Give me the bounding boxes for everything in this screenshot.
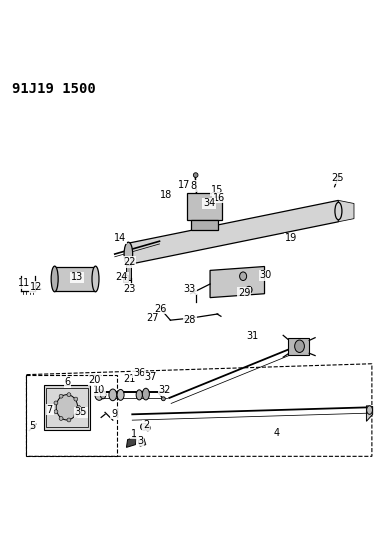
Ellipse shape bbox=[246, 286, 252, 293]
Ellipse shape bbox=[51, 266, 58, 292]
Polygon shape bbox=[126, 437, 137, 447]
Bar bbox=[288, 338, 309, 355]
Text: 27: 27 bbox=[147, 313, 159, 323]
Ellipse shape bbox=[59, 416, 63, 421]
Polygon shape bbox=[128, 200, 338, 264]
Polygon shape bbox=[187, 192, 222, 220]
Text: 28: 28 bbox=[184, 315, 196, 325]
Text: 9: 9 bbox=[111, 408, 117, 418]
Text: 29: 29 bbox=[238, 288, 251, 298]
Ellipse shape bbox=[240, 272, 247, 280]
Text: 26: 26 bbox=[154, 303, 167, 313]
Ellipse shape bbox=[124, 242, 133, 265]
Ellipse shape bbox=[54, 401, 58, 405]
Polygon shape bbox=[54, 267, 95, 291]
Ellipse shape bbox=[366, 406, 372, 414]
Text: 23: 23 bbox=[123, 284, 136, 294]
Text: 17: 17 bbox=[178, 180, 190, 190]
Ellipse shape bbox=[136, 390, 142, 400]
Ellipse shape bbox=[117, 390, 124, 400]
Polygon shape bbox=[191, 220, 218, 230]
Polygon shape bbox=[338, 200, 354, 222]
Bar bbox=[123, 276, 128, 282]
Ellipse shape bbox=[336, 176, 340, 180]
Text: 30: 30 bbox=[259, 270, 272, 280]
Text: 37: 37 bbox=[145, 373, 157, 382]
Text: 5: 5 bbox=[29, 421, 35, 431]
Text: 6: 6 bbox=[64, 377, 70, 387]
Bar bbox=[44, 385, 90, 430]
Text: 10: 10 bbox=[93, 385, 105, 395]
Text: 13: 13 bbox=[71, 272, 83, 282]
Text: 33: 33 bbox=[184, 284, 196, 294]
Ellipse shape bbox=[161, 397, 165, 401]
Text: 14: 14 bbox=[114, 233, 126, 244]
Polygon shape bbox=[366, 406, 373, 421]
Text: 4: 4 bbox=[273, 428, 279, 438]
Ellipse shape bbox=[95, 390, 103, 400]
Ellipse shape bbox=[59, 394, 63, 398]
Ellipse shape bbox=[335, 203, 342, 220]
Ellipse shape bbox=[54, 410, 58, 414]
Ellipse shape bbox=[77, 406, 81, 409]
Ellipse shape bbox=[140, 423, 147, 430]
Text: 11: 11 bbox=[18, 278, 31, 288]
Text: 35: 35 bbox=[75, 407, 87, 417]
Text: 24: 24 bbox=[116, 272, 128, 282]
Ellipse shape bbox=[142, 388, 149, 400]
Text: 15: 15 bbox=[211, 185, 223, 195]
Ellipse shape bbox=[74, 414, 78, 417]
Ellipse shape bbox=[193, 173, 198, 177]
Text: 18: 18 bbox=[160, 190, 173, 199]
Ellipse shape bbox=[74, 397, 78, 401]
Text: 34: 34 bbox=[203, 198, 216, 208]
Ellipse shape bbox=[67, 418, 71, 422]
Text: 19: 19 bbox=[285, 233, 297, 244]
Text: 25: 25 bbox=[331, 173, 344, 183]
Polygon shape bbox=[210, 266, 265, 297]
Ellipse shape bbox=[100, 391, 106, 399]
Bar bbox=[126, 264, 131, 280]
Text: 8: 8 bbox=[191, 181, 197, 191]
Text: 31: 31 bbox=[246, 331, 258, 341]
Text: 21: 21 bbox=[123, 374, 136, 384]
Ellipse shape bbox=[67, 393, 71, 397]
Text: 36: 36 bbox=[133, 368, 145, 378]
Ellipse shape bbox=[92, 266, 99, 292]
Text: 22: 22 bbox=[123, 257, 136, 267]
Text: 1: 1 bbox=[131, 429, 137, 439]
Text: 2: 2 bbox=[143, 420, 149, 430]
Text: 3: 3 bbox=[137, 436, 143, 446]
Bar bbox=[46, 388, 88, 427]
Text: 16: 16 bbox=[213, 192, 225, 203]
Text: 91J19 1500: 91J19 1500 bbox=[12, 82, 95, 96]
Text: 32: 32 bbox=[158, 385, 171, 395]
Ellipse shape bbox=[145, 425, 150, 431]
Text: 7: 7 bbox=[47, 405, 53, 415]
Text: 20: 20 bbox=[88, 375, 101, 385]
Ellipse shape bbox=[295, 340, 305, 352]
Ellipse shape bbox=[109, 389, 117, 401]
Ellipse shape bbox=[56, 394, 78, 420]
Polygon shape bbox=[138, 439, 146, 446]
Text: 12: 12 bbox=[30, 282, 42, 292]
